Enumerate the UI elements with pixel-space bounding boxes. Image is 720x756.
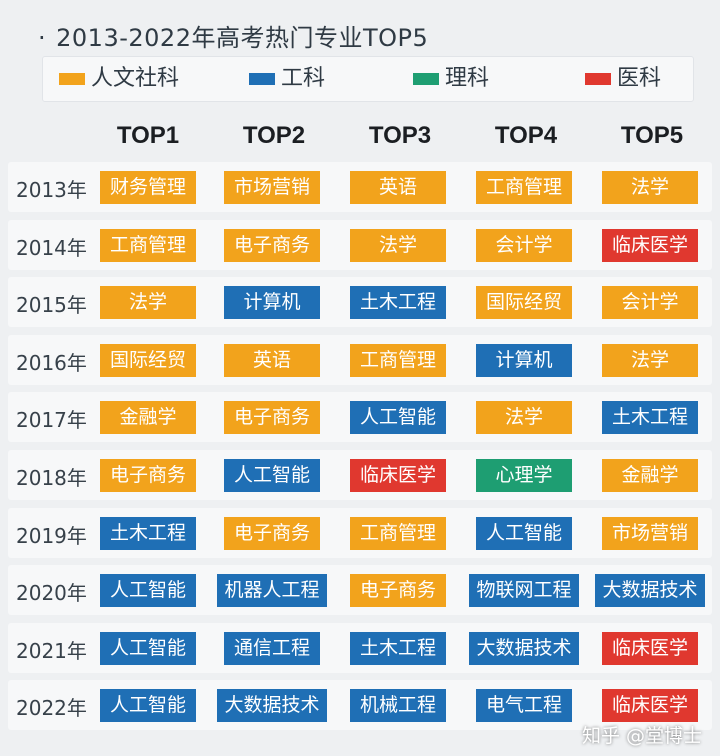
major-cell: 国际经贸 — [100, 343, 196, 377]
major-cell: 市场营销 — [224, 171, 320, 204]
column-header-top2: TOP2 — [242, 122, 306, 149]
major-cell: 机器人工程 — [217, 574, 327, 608]
major-cell: 心理学 — [476, 459, 572, 492]
title-bullet: · — [38, 24, 47, 52]
column-header-top1: TOP1 — [116, 122, 180, 149]
major-cell: 土木工程 — [100, 516, 196, 550]
major-cell: 金融学 — [602, 459, 698, 492]
major-cell: 临床医学 — [602, 631, 698, 665]
major-cell: 法学 — [476, 401, 572, 435]
row-year-label: 2013年 — [16, 178, 87, 202]
legend-swatch-science — [413, 73, 439, 85]
major-cell: 计算机 — [224, 286, 320, 320]
row-year-label: 2022年 — [16, 696, 87, 721]
legend-label-medicine: 医科 — [617, 66, 662, 91]
major-cell: 法学 — [350, 228, 446, 262]
major-cell: 电子商务 — [224, 401, 320, 435]
major-cell: 临床医学 — [602, 228, 698, 262]
major-cell: 法学 — [602, 343, 698, 377]
major-cell: 人工智能 — [476, 516, 572, 550]
table-row: 2014年 工商管理 电子商务 法学 会计学 临床医学 — [8, 219, 712, 270]
row-year-label: 2019年 — [16, 523, 87, 548]
major-cell: 国际经贸 — [476, 286, 572, 320]
legend-swatch-medicine — [585, 73, 611, 85]
major-cell: 临床医学 — [350, 459, 446, 492]
table-row: 2022年 人工智能 大数据技术 机械工程 电气工程 临床医学 — [8, 680, 712, 731]
legend-label-engineering: 工科 — [281, 66, 326, 91]
legend-label-humanities: 人文社科 — [91, 66, 180, 91]
major-cell: 人工智能 — [350, 401, 446, 435]
major-cell: 财务管理 — [100, 171, 196, 204]
major-cell: 金融学 — [100, 401, 196, 435]
table-row: 2015年 法学 计算机 土木工程 国际经贸 会计学 — [8, 277, 712, 328]
legend-item-medicine: 医科 — [585, 67, 661, 91]
major-cell: 电子商务 — [100, 459, 196, 492]
row-year-label: 2015年 — [16, 293, 87, 318]
legend-item-humanities: 人文社科 — [59, 67, 179, 91]
major-cell: 电气工程 — [476, 689, 572, 723]
watermark: 知乎 @堂博士 — [581, 725, 702, 747]
column-header-row: TOP1 TOP2 TOP3 TOP4 TOP5 — [0, 122, 720, 156]
table-row: 2021年 人工智能 通信工程 土木工程 大数据技术 临床医学 — [8, 622, 712, 673]
major-cell: 法学 — [100, 286, 196, 320]
column-header-top3: TOP3 — [368, 122, 432, 149]
table-row: 2018年 电子商务 人工智能 临床医学 心理学 金融学 — [8, 450, 712, 500]
row-year-label: 2017年 — [16, 408, 87, 433]
row-year-label: 2020年 — [16, 581, 87, 606]
major-cell: 人工智能 — [100, 574, 196, 608]
row-year-label: 2016年 — [16, 350, 87, 375]
major-cell: 工商管理 — [350, 516, 446, 550]
row-year-label: 2018年 — [16, 466, 87, 490]
major-cell: 会计学 — [476, 228, 572, 262]
major-cell: 市场营销 — [602, 516, 698, 550]
major-cell: 机械工程 — [350, 689, 446, 723]
major-cell: 人工智能 — [100, 631, 196, 665]
major-cell: 工商管理 — [476, 171, 572, 204]
major-cell: 英语 — [350, 171, 446, 204]
major-cell: 会计学 — [602, 286, 698, 320]
table-row: 2019年 土木工程 电子商务 工商管理 人工智能 市场营销 — [8, 507, 712, 558]
chart-title-text: 2013-2022年高考热门专业TOP5 — [56, 24, 429, 52]
legend: 人文社科 工科 理科 医科 — [42, 56, 694, 102]
legend-swatch-humanities — [59, 73, 85, 85]
major-cell: 电子商务 — [350, 574, 446, 608]
major-cell: 电子商务 — [224, 228, 320, 262]
major-cell: 土木工程 — [602, 401, 698, 435]
major-cell: 大数据技术 — [595, 574, 705, 608]
major-cell: 人工智能 — [100, 689, 196, 723]
major-cell: 英语 — [224, 343, 320, 377]
major-cell: 工商管理 — [100, 228, 196, 262]
major-cell: 通信工程 — [224, 631, 320, 665]
column-header-top4: TOP4 — [494, 122, 558, 149]
major-cell: 土木工程 — [350, 631, 446, 665]
table-row: 2020年 人工智能 机器人工程 电子商务 物联网工程 大数据技术 — [8, 565, 712, 616]
table-row: 2013年 财务管理 市场营销 英语 工商管理 法学 — [8, 162, 712, 212]
major-cell: 工商管理 — [350, 343, 446, 377]
table-row: 2016年 国际经贸 英语 工商管理 计算机 法学 — [8, 334, 712, 385]
column-header-top5: TOP5 — [620, 122, 684, 149]
table-row: 2017年 金融学 电子商务 人工智能 法学 土木工程 — [8, 392, 712, 443]
major-cell: 法学 — [602, 171, 698, 204]
legend-swatch-engineering — [249, 73, 275, 85]
legend-item-science: 理科 — [413, 67, 489, 91]
legend-label-science: 理科 — [445, 66, 490, 91]
major-cell: 计算机 — [476, 343, 572, 377]
chart-title: · 2013-2022年高考热门专业TOP5 — [38, 18, 428, 53]
row-year-label: 2014年 — [16, 235, 87, 260]
row-year-label: 2021年 — [16, 638, 87, 663]
major-cell: 物联网工程 — [469, 574, 579, 608]
legend-item-engineering: 工科 — [249, 67, 325, 91]
major-cell: 临床医学 — [602, 689, 698, 723]
major-cell: 人工智能 — [224, 459, 320, 492]
major-cell: 大数据技术 — [217, 689, 327, 723]
major-cell: 土木工程 — [350, 286, 446, 320]
major-cell: 大数据技术 — [469, 631, 579, 665]
major-cell: 电子商务 — [224, 516, 320, 550]
